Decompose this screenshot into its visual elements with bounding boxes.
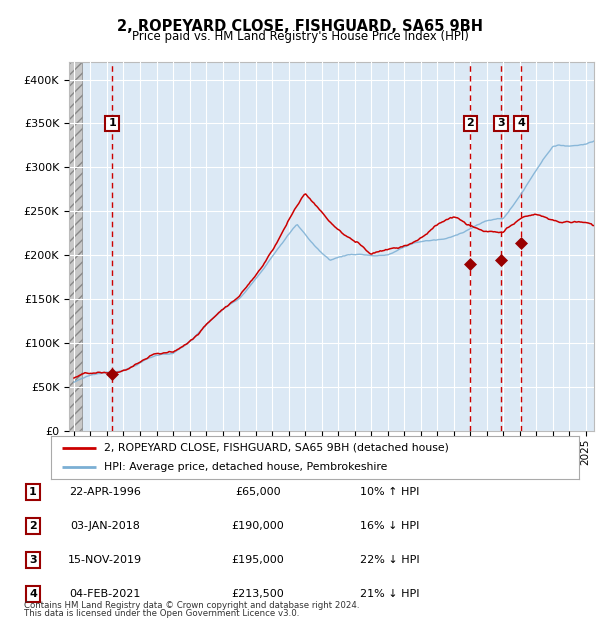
Text: 2: 2 xyxy=(466,118,474,128)
Text: HPI: Average price, detached house, Pembrokeshire: HPI: Average price, detached house, Pemb… xyxy=(104,463,387,472)
Text: 2, ROPEYARD CLOSE, FISHGUARD, SA65 9BH: 2, ROPEYARD CLOSE, FISHGUARD, SA65 9BH xyxy=(117,19,483,33)
Text: 03-JAN-2018: 03-JAN-2018 xyxy=(70,521,140,531)
Text: 04-FEB-2021: 04-FEB-2021 xyxy=(70,589,140,599)
Text: This data is licensed under the Open Government Licence v3.0.: This data is licensed under the Open Gov… xyxy=(24,609,299,618)
Text: 2: 2 xyxy=(29,521,37,531)
Text: 4: 4 xyxy=(29,589,37,599)
Bar xyxy=(69,62,82,431)
Text: 21% ↓ HPI: 21% ↓ HPI xyxy=(360,589,419,599)
Text: 16% ↓ HPI: 16% ↓ HPI xyxy=(360,521,419,531)
Text: 10% ↑ HPI: 10% ↑ HPI xyxy=(360,487,419,497)
Text: £213,500: £213,500 xyxy=(232,589,284,599)
Text: 2, ROPEYARD CLOSE, FISHGUARD, SA65 9BH (detached house): 2, ROPEYARD CLOSE, FISHGUARD, SA65 9BH (… xyxy=(104,443,449,453)
Text: 1: 1 xyxy=(108,118,116,128)
Text: 3: 3 xyxy=(29,555,37,565)
Text: £195,000: £195,000 xyxy=(232,555,284,565)
Text: 15-NOV-2019: 15-NOV-2019 xyxy=(68,555,142,565)
Text: 22-APR-1996: 22-APR-1996 xyxy=(69,487,141,497)
Text: £190,000: £190,000 xyxy=(232,521,284,531)
Text: £65,000: £65,000 xyxy=(235,487,281,497)
Text: Price paid vs. HM Land Registry's House Price Index (HPI): Price paid vs. HM Land Registry's House … xyxy=(131,30,469,43)
Text: 3: 3 xyxy=(497,118,505,128)
Text: 4: 4 xyxy=(517,118,525,128)
Text: 22% ↓ HPI: 22% ↓ HPI xyxy=(360,555,419,565)
Text: 1: 1 xyxy=(29,487,37,497)
Text: Contains HM Land Registry data © Crown copyright and database right 2024.: Contains HM Land Registry data © Crown c… xyxy=(24,601,359,610)
